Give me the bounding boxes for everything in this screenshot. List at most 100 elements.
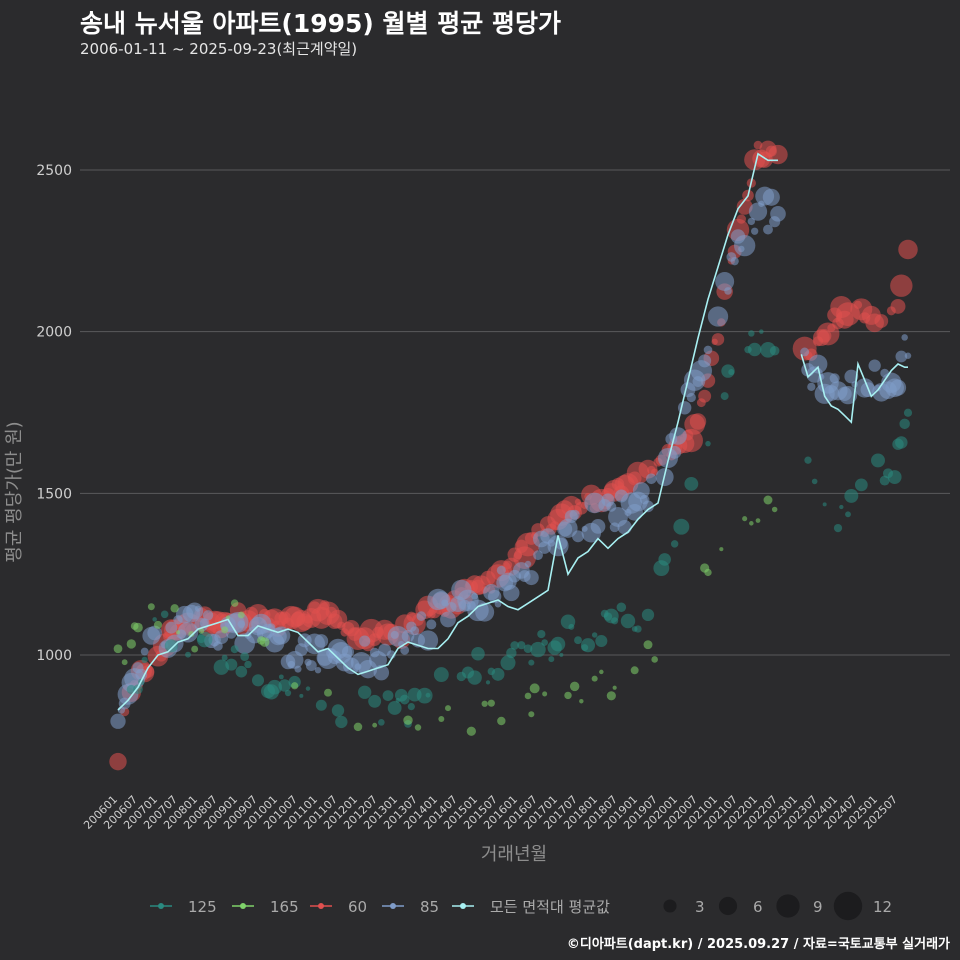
point-60 <box>711 333 725 346</box>
y-tick-2500: 2500 <box>36 163 72 179</box>
point-165 <box>579 699 584 704</box>
point-125 <box>611 617 619 625</box>
point-85 <box>703 345 713 355</box>
point-125 <box>251 674 265 687</box>
point-85 <box>904 352 912 360</box>
point-165 <box>599 669 604 675</box>
point-165 <box>170 604 179 613</box>
point-165 <box>612 685 617 690</box>
point-165 <box>487 699 495 707</box>
point-85 <box>140 647 149 656</box>
point-125 <box>822 502 827 507</box>
point-125 <box>705 440 711 447</box>
point-85 <box>503 584 520 602</box>
point-125 <box>485 680 491 685</box>
point-125 <box>844 488 859 503</box>
point-85 <box>202 610 214 621</box>
point-165 <box>564 691 572 700</box>
average-line <box>117 152 908 711</box>
point-125 <box>804 456 812 464</box>
point-85 <box>770 206 786 222</box>
legend-label-60: 60 <box>348 898 367 916</box>
x-tick-labels: 2006012006072007012007072008012008072009… <box>81 793 900 832</box>
point-125 <box>164 639 178 653</box>
point-125 <box>506 647 517 659</box>
point-85 <box>440 611 456 628</box>
point-165 <box>188 630 195 638</box>
point-165 <box>153 620 163 629</box>
point-85 <box>724 287 732 295</box>
point-125 <box>235 665 248 678</box>
point-85 <box>237 620 246 628</box>
point-165 <box>481 700 488 707</box>
point-125 <box>305 686 311 691</box>
legend-size-label-6: 6 <box>753 898 763 916</box>
point-125 <box>517 641 526 650</box>
y-tick-labels: 1000 1500 2000 2500 <box>36 163 72 664</box>
point-125 <box>471 646 485 661</box>
point-125 <box>903 408 913 417</box>
point-125 <box>574 636 582 645</box>
point-165 <box>230 599 239 607</box>
point-125 <box>887 470 902 484</box>
point-125 <box>230 645 239 654</box>
point-85 <box>707 306 729 327</box>
point-85 <box>475 602 495 622</box>
point-165 <box>643 640 653 650</box>
point-125 <box>530 641 546 658</box>
point-125 <box>595 634 608 647</box>
point-85 <box>572 530 584 543</box>
point-60 <box>890 274 913 297</box>
point-85 <box>314 634 329 648</box>
point-165 <box>763 495 773 505</box>
point-125 <box>559 652 564 657</box>
point-85 <box>110 713 126 729</box>
point-125 <box>433 667 449 683</box>
chart-title: 송내 뉴서울 아파트(1995) 월별 평균 평당가 <box>80 9 561 38</box>
point-85 <box>807 382 816 391</box>
point-125 <box>548 656 555 663</box>
point-165 <box>466 726 476 736</box>
point-125 <box>225 658 238 671</box>
point-125 <box>634 625 642 633</box>
point-125 <box>141 656 148 664</box>
point-165 <box>175 630 181 635</box>
legend-label-85: 85 <box>420 898 439 916</box>
point-85 <box>165 621 178 634</box>
point-60 <box>768 144 788 165</box>
point-125 <box>221 654 228 661</box>
y-axis-title: 평균 평당가(만 원) <box>4 421 25 562</box>
point-125 <box>833 523 843 533</box>
point-60 <box>698 389 712 403</box>
point-165 <box>237 611 245 619</box>
point-125 <box>748 330 755 337</box>
point-60 <box>890 298 906 314</box>
point-85 <box>808 354 828 374</box>
point-85 <box>868 359 881 372</box>
legend-size-label-9: 9 <box>813 898 823 916</box>
point-85 <box>523 570 539 586</box>
point-125 <box>244 660 252 669</box>
point-165 <box>191 645 199 653</box>
legend-marker-85 <box>390 903 396 909</box>
point-125 <box>580 638 596 653</box>
point-165 <box>606 691 616 701</box>
point-125 <box>416 687 433 704</box>
point-85 <box>838 385 858 405</box>
point-125 <box>620 613 636 629</box>
point-165 <box>372 722 378 728</box>
point-165 <box>403 715 413 725</box>
chart-subtitle: 2006-01-11 ~ 2025-09-23(최근계약일) <box>80 40 358 58</box>
point-125 <box>899 418 910 430</box>
point-85 <box>748 202 768 221</box>
point-85 <box>135 668 148 681</box>
point-125 <box>284 689 292 697</box>
point-85 <box>558 518 578 538</box>
point-85 <box>730 257 739 266</box>
point-125 <box>152 617 157 622</box>
point-85 <box>901 334 908 341</box>
point-85 <box>496 565 506 575</box>
point-85 <box>747 217 756 226</box>
point-125 <box>854 478 868 492</box>
